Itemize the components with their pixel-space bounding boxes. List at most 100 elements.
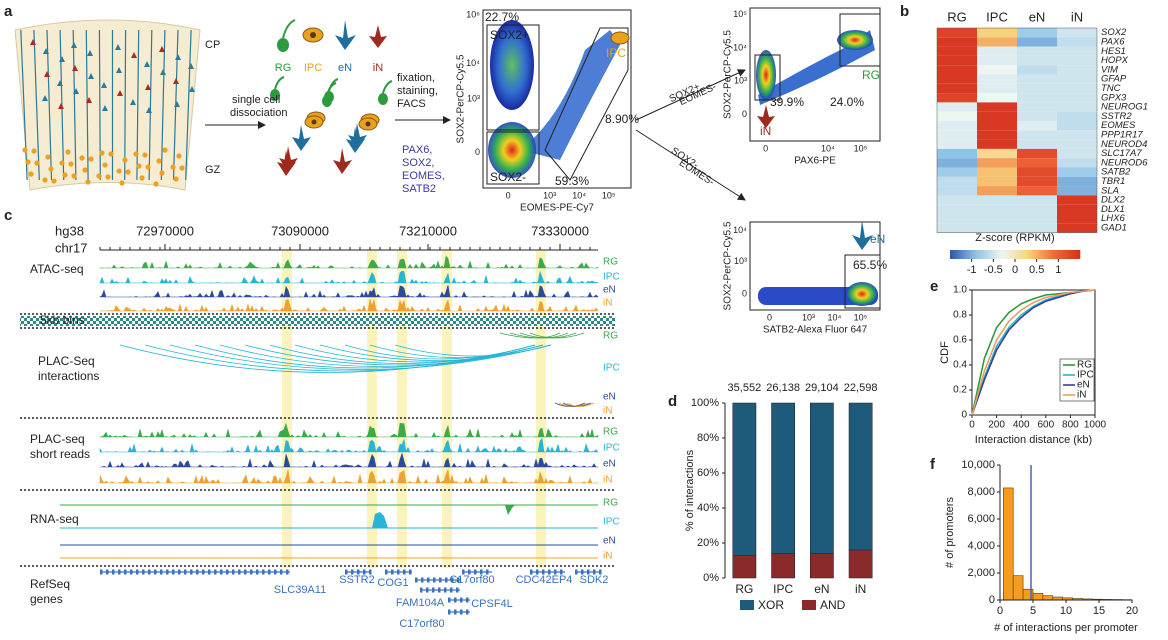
flow-tick: 10⁴ xyxy=(572,190,586,200)
flow-xlabel: EOMES-PE-Cy7 xyxy=(520,203,594,214)
neuron xyxy=(58,103,64,109)
exon xyxy=(403,569,406,575)
gz-cell xyxy=(153,181,159,187)
coordinate: 72970000 xyxy=(136,223,194,238)
gz-cell xyxy=(45,154,51,160)
gate-label: 8.90% xyxy=(605,112,639,126)
neuron xyxy=(57,80,63,86)
radial-fiber xyxy=(124,29,127,181)
colorbar-cell xyxy=(1021,250,1024,259)
flow-tick: 10⁵ xyxy=(854,312,868,322)
neuron xyxy=(116,67,122,73)
neuron xyxy=(173,78,179,84)
gz-cell xyxy=(79,155,85,161)
neuron xyxy=(160,69,166,75)
heatmap-cell xyxy=(1017,195,1057,205)
gz-cell xyxy=(176,153,182,159)
colorbar-cell xyxy=(1004,250,1007,259)
flow-tick: 10⁵ xyxy=(733,9,747,19)
heatmap-cell xyxy=(1017,65,1057,75)
y-tick-label: 2,000 xyxy=(967,567,995,579)
track-cell-label: IPC xyxy=(603,443,620,454)
signal-track xyxy=(99,422,599,439)
gene-label: C17orf80 xyxy=(449,574,494,586)
exon xyxy=(575,569,578,575)
track-label: RefSeq xyxy=(30,577,70,591)
x-tick-label: 400 xyxy=(1013,420,1030,431)
cell-en xyxy=(335,20,356,50)
gate-label: 59.3% xyxy=(555,174,589,188)
exon xyxy=(160,569,163,575)
x-tick-label: 0 xyxy=(969,420,975,431)
colorbar-cell xyxy=(1054,250,1057,259)
exon xyxy=(587,569,590,575)
y-tick-label: 0% xyxy=(703,572,719,584)
track-cell-label: RG xyxy=(603,498,618,509)
nucleus xyxy=(310,32,316,38)
panel-label: a xyxy=(4,3,13,20)
cdf-line xyxy=(971,289,1096,416)
signal-track xyxy=(99,270,599,284)
colorbar-cell xyxy=(1041,250,1044,259)
highlight xyxy=(536,250,546,568)
neuron xyxy=(72,65,78,71)
colorbar-cell xyxy=(993,250,996,259)
exon xyxy=(208,569,211,575)
gene-label: CDC42EP4 xyxy=(516,574,573,586)
colorbar-cell xyxy=(978,250,981,259)
heatmap-cell xyxy=(937,46,977,56)
heatmap-row: SLA xyxy=(1101,185,1119,196)
gate xyxy=(754,54,781,101)
flow-tick: 10³ xyxy=(734,76,747,86)
colorbar-cell xyxy=(1036,250,1040,259)
colorbar-cell xyxy=(950,250,953,259)
neuron xyxy=(42,95,48,101)
density xyxy=(756,50,776,100)
nucleus xyxy=(311,119,317,125)
heatmap-cell xyxy=(937,130,977,140)
gz-cell xyxy=(119,180,125,186)
neuron xyxy=(86,97,92,103)
heatmap-cell xyxy=(977,28,1017,38)
exon xyxy=(581,569,584,575)
y-tick-label: 0 xyxy=(961,410,967,421)
panel-label: c xyxy=(4,207,12,224)
exon xyxy=(166,569,169,575)
heatmap-cell xyxy=(937,121,977,131)
gate xyxy=(839,13,881,67)
cell-rg-tail xyxy=(282,19,296,39)
cell-neuron xyxy=(333,148,352,174)
exon xyxy=(190,569,193,575)
radial-fiber xyxy=(85,29,89,181)
colorbar-cell xyxy=(952,250,955,259)
heatmap-cell xyxy=(937,204,977,214)
track-label: genes xyxy=(30,592,63,606)
heatmap-row: SOX2 xyxy=(1101,27,1127,38)
exon xyxy=(268,569,271,575)
colorbar-cell xyxy=(1015,250,1018,259)
cell-rg xyxy=(270,89,280,101)
coordinate: 73210000 xyxy=(399,223,457,238)
density xyxy=(488,122,536,178)
heatmap-cell xyxy=(1057,121,1097,131)
heatmap-column: iN xyxy=(1071,9,1083,24)
neuron xyxy=(115,44,121,50)
cell-rg xyxy=(322,95,332,107)
flow-xlabel: PAX6-PE xyxy=(794,156,836,167)
gz-cell xyxy=(122,157,128,163)
exon xyxy=(599,569,602,575)
heatmap-cell xyxy=(1057,186,1097,196)
flow-tick: 10³ xyxy=(467,93,480,103)
neuron xyxy=(30,39,36,45)
axes-frame xyxy=(971,289,1096,416)
heatmap-cell xyxy=(1017,28,1057,38)
exon xyxy=(448,597,451,603)
colorbar-cell xyxy=(1008,250,1011,259)
flow-tick: 0 xyxy=(767,312,772,322)
heatmap-row: NEUROG1 xyxy=(1101,102,1148,113)
heatmap-cell xyxy=(937,148,977,159)
exon xyxy=(363,569,366,575)
exon xyxy=(112,569,115,575)
colorbar-cell xyxy=(989,250,992,259)
signal-track xyxy=(99,437,599,453)
